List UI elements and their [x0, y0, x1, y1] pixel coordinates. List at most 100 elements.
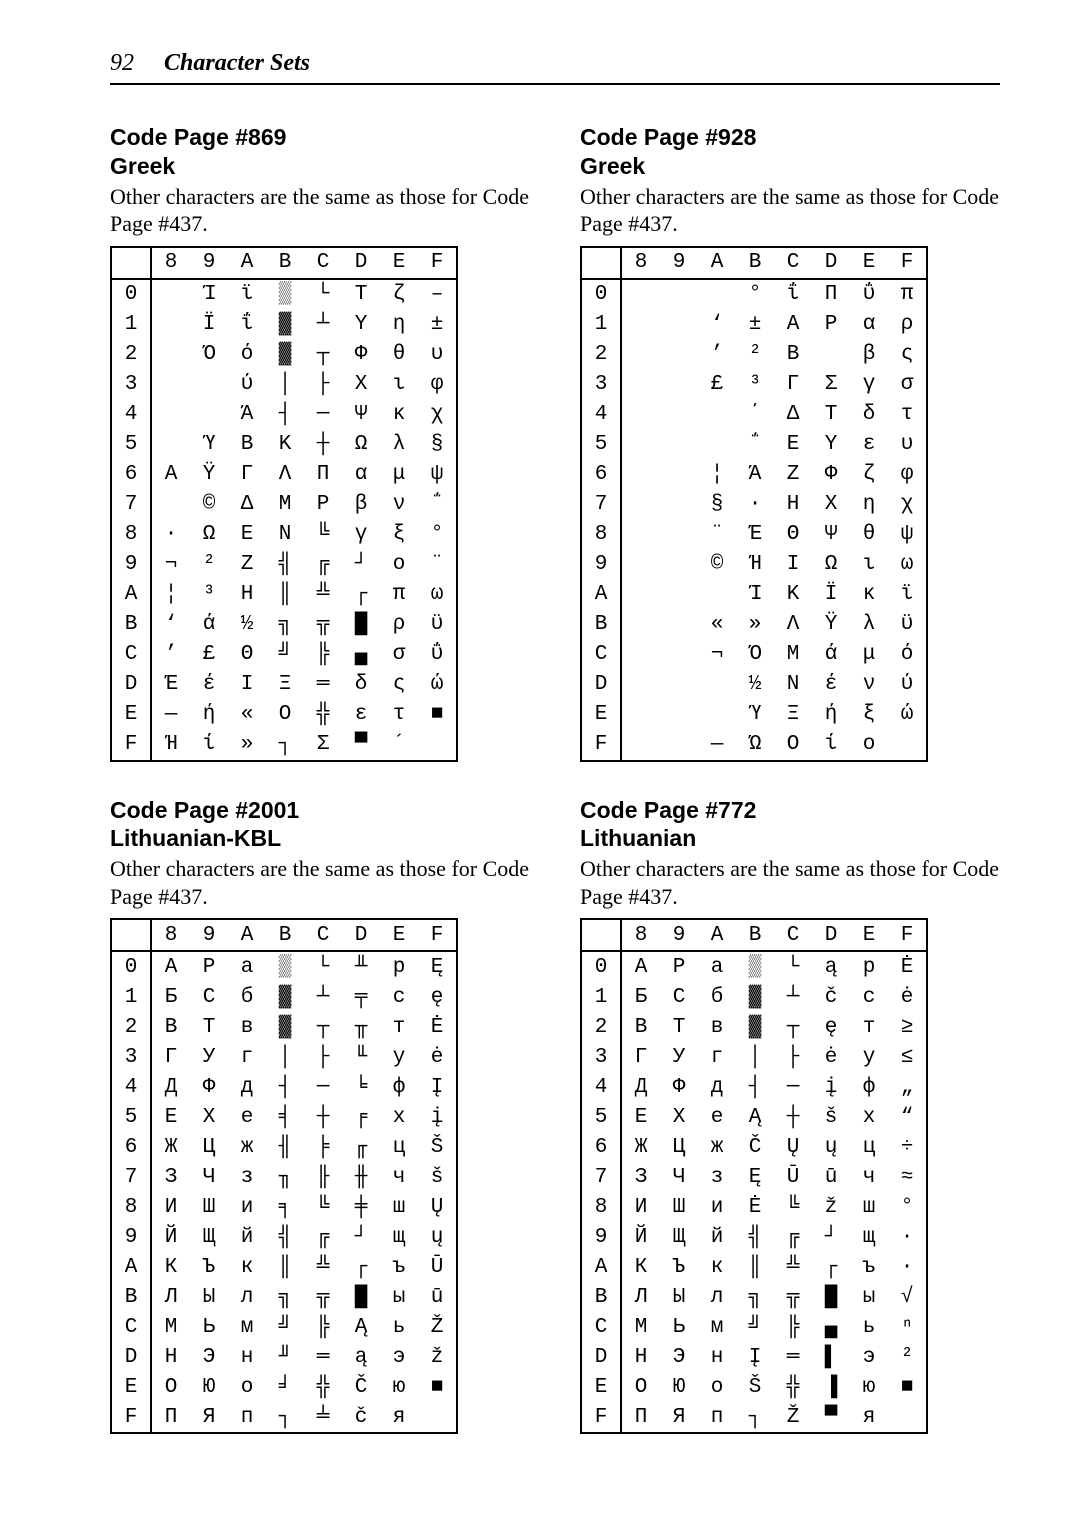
cp-sub: Greek [580, 153, 645, 179]
block-cp869: Code Page #869 Greek Other characters ar… [110, 123, 530, 762]
glyph-cell: ξ [380, 520, 418, 550]
glyph-cell: ά [812, 640, 850, 670]
glyph-cell: з [228, 1162, 266, 1192]
glyph-cell: ΐ [228, 310, 266, 340]
cp928-title: Code Page #928 Greek [580, 123, 1000, 181]
glyph-cell: Д [621, 1072, 660, 1102]
glyph-cell: я [850, 1402, 888, 1433]
glyph-cell: Γ [774, 370, 812, 400]
glyph-cell: ΄ [736, 400, 774, 430]
row-header: 9 [111, 550, 151, 580]
row-header: D [581, 670, 621, 700]
glyph-cell: у [380, 1042, 418, 1072]
glyph-cell [660, 640, 698, 670]
glyph-cell: Ж [621, 1132, 660, 1162]
glyph-cell: α [342, 460, 380, 490]
glyph-cell: » [736, 610, 774, 640]
glyph-cell: ι [380, 370, 418, 400]
glyph-cell: · [888, 1252, 927, 1282]
glyph-cell: ▐ [812, 1372, 850, 1402]
glyph-cell [151, 430, 190, 460]
glyph-cell: ╔ [774, 1222, 812, 1252]
glyph-cell: м [228, 1312, 266, 1342]
glyph-cell: к [698, 1252, 736, 1282]
glyph-cell: ┴ [304, 982, 342, 1012]
glyph-cell: ═ [304, 1342, 342, 1372]
glyph-cell: п [228, 1402, 266, 1433]
row-header: 1 [111, 310, 151, 340]
row-header: 6 [581, 460, 621, 490]
glyph-cell: ╩ [304, 1252, 342, 1282]
glyph-cell: н [698, 1342, 736, 1372]
glyph-cell: ╬ [304, 1372, 342, 1402]
left-column: Code Page #869 Greek Other characters ar… [110, 123, 530, 1468]
glyph-cell: ╨ [342, 951, 380, 982]
glyph-cell: б [698, 982, 736, 1012]
glyph-cell: Д [151, 1072, 190, 1102]
glyph-cell: Έ [736, 520, 774, 550]
glyph-cell: я [380, 1402, 418, 1433]
glyph-cell [621, 550, 660, 580]
glyph-cell: Ή [151, 730, 190, 761]
glyph-cell: Ь [660, 1312, 698, 1342]
row-header: 8 [111, 1192, 151, 1222]
glyph-cell: Т [660, 1012, 698, 1042]
glyph-cell: £ [190, 640, 228, 670]
cp928-table: 89ABCDEF0°ΐΠΰπ1‘±ΑΡαρ2’²Ββς3£³ΓΣγσ4΄ΔΤδτ… [580, 246, 928, 762]
glyph-cell: Į [418, 1072, 457, 1102]
glyph-cell: Τ [812, 400, 850, 430]
glyph-cell: © [698, 550, 736, 580]
glyph-cell: ų [418, 1222, 457, 1252]
glyph-cell: Π [812, 279, 850, 310]
glyph-cell: б [228, 982, 266, 1012]
glyph-cell: Р [660, 951, 698, 982]
row-header: 4 [581, 400, 621, 430]
glyph-cell: М [151, 1312, 190, 1342]
glyph-cell: ρ [380, 610, 418, 640]
cp-name: Code Page #2001 [110, 797, 299, 823]
glyph-cell: ¬ [698, 640, 736, 670]
col-header: C [774, 919, 812, 951]
glyph-cell: į [812, 1072, 850, 1102]
glyph-cell: Ф [660, 1072, 698, 1102]
glyph-cell: ╔ [304, 550, 342, 580]
glyph-cell: ╣ [266, 1222, 304, 1252]
glyph-cell: ▓ [736, 982, 774, 1012]
row-header: 1 [581, 982, 621, 1012]
row-header: 2 [581, 340, 621, 370]
glyph-cell: п [698, 1402, 736, 1433]
glyph-cell: ⁿ [888, 1312, 927, 1342]
col-header: 8 [151, 919, 190, 951]
glyph-cell: ώ [888, 700, 927, 730]
glyph-cell: Ė [736, 1192, 774, 1222]
glyph-cell: ¦ [151, 580, 190, 610]
glyph-cell: э [380, 1342, 418, 1372]
glyph-cell: Х [190, 1102, 228, 1132]
glyph-cell: Ч [660, 1162, 698, 1192]
glyph-cell: η [850, 490, 888, 520]
glyph-cell: ¨ [418, 550, 457, 580]
row-header: E [581, 1372, 621, 1402]
glyph-cell: Ό [190, 340, 228, 370]
row-header: 9 [581, 550, 621, 580]
col-header: B [266, 919, 304, 951]
glyph-cell [151, 490, 190, 520]
glyph-cell: Ϊ [812, 580, 850, 610]
col-header: F [888, 247, 927, 279]
glyph-cell: į [418, 1102, 457, 1132]
glyph-cell: ║ [736, 1252, 774, 1282]
glyph-cell: ω [418, 580, 457, 610]
glyph-cell: ┘ [342, 1222, 380, 1252]
glyph-cell: ³ [190, 580, 228, 610]
glyph-cell: ί [812, 730, 850, 761]
glyph-cell: ½ [736, 670, 774, 700]
glyph-cell: В [151, 1012, 190, 1042]
glyph-cell: ę [812, 1012, 850, 1042]
glyph-cell [621, 670, 660, 700]
glyph-cell: й [228, 1222, 266, 1252]
glyph-cell: ό [228, 340, 266, 370]
glyph-cell: Ϊ [190, 310, 228, 340]
glyph-cell [660, 550, 698, 580]
glyph-cell: у [850, 1042, 888, 1072]
glyph-cell: ■ [418, 700, 457, 730]
